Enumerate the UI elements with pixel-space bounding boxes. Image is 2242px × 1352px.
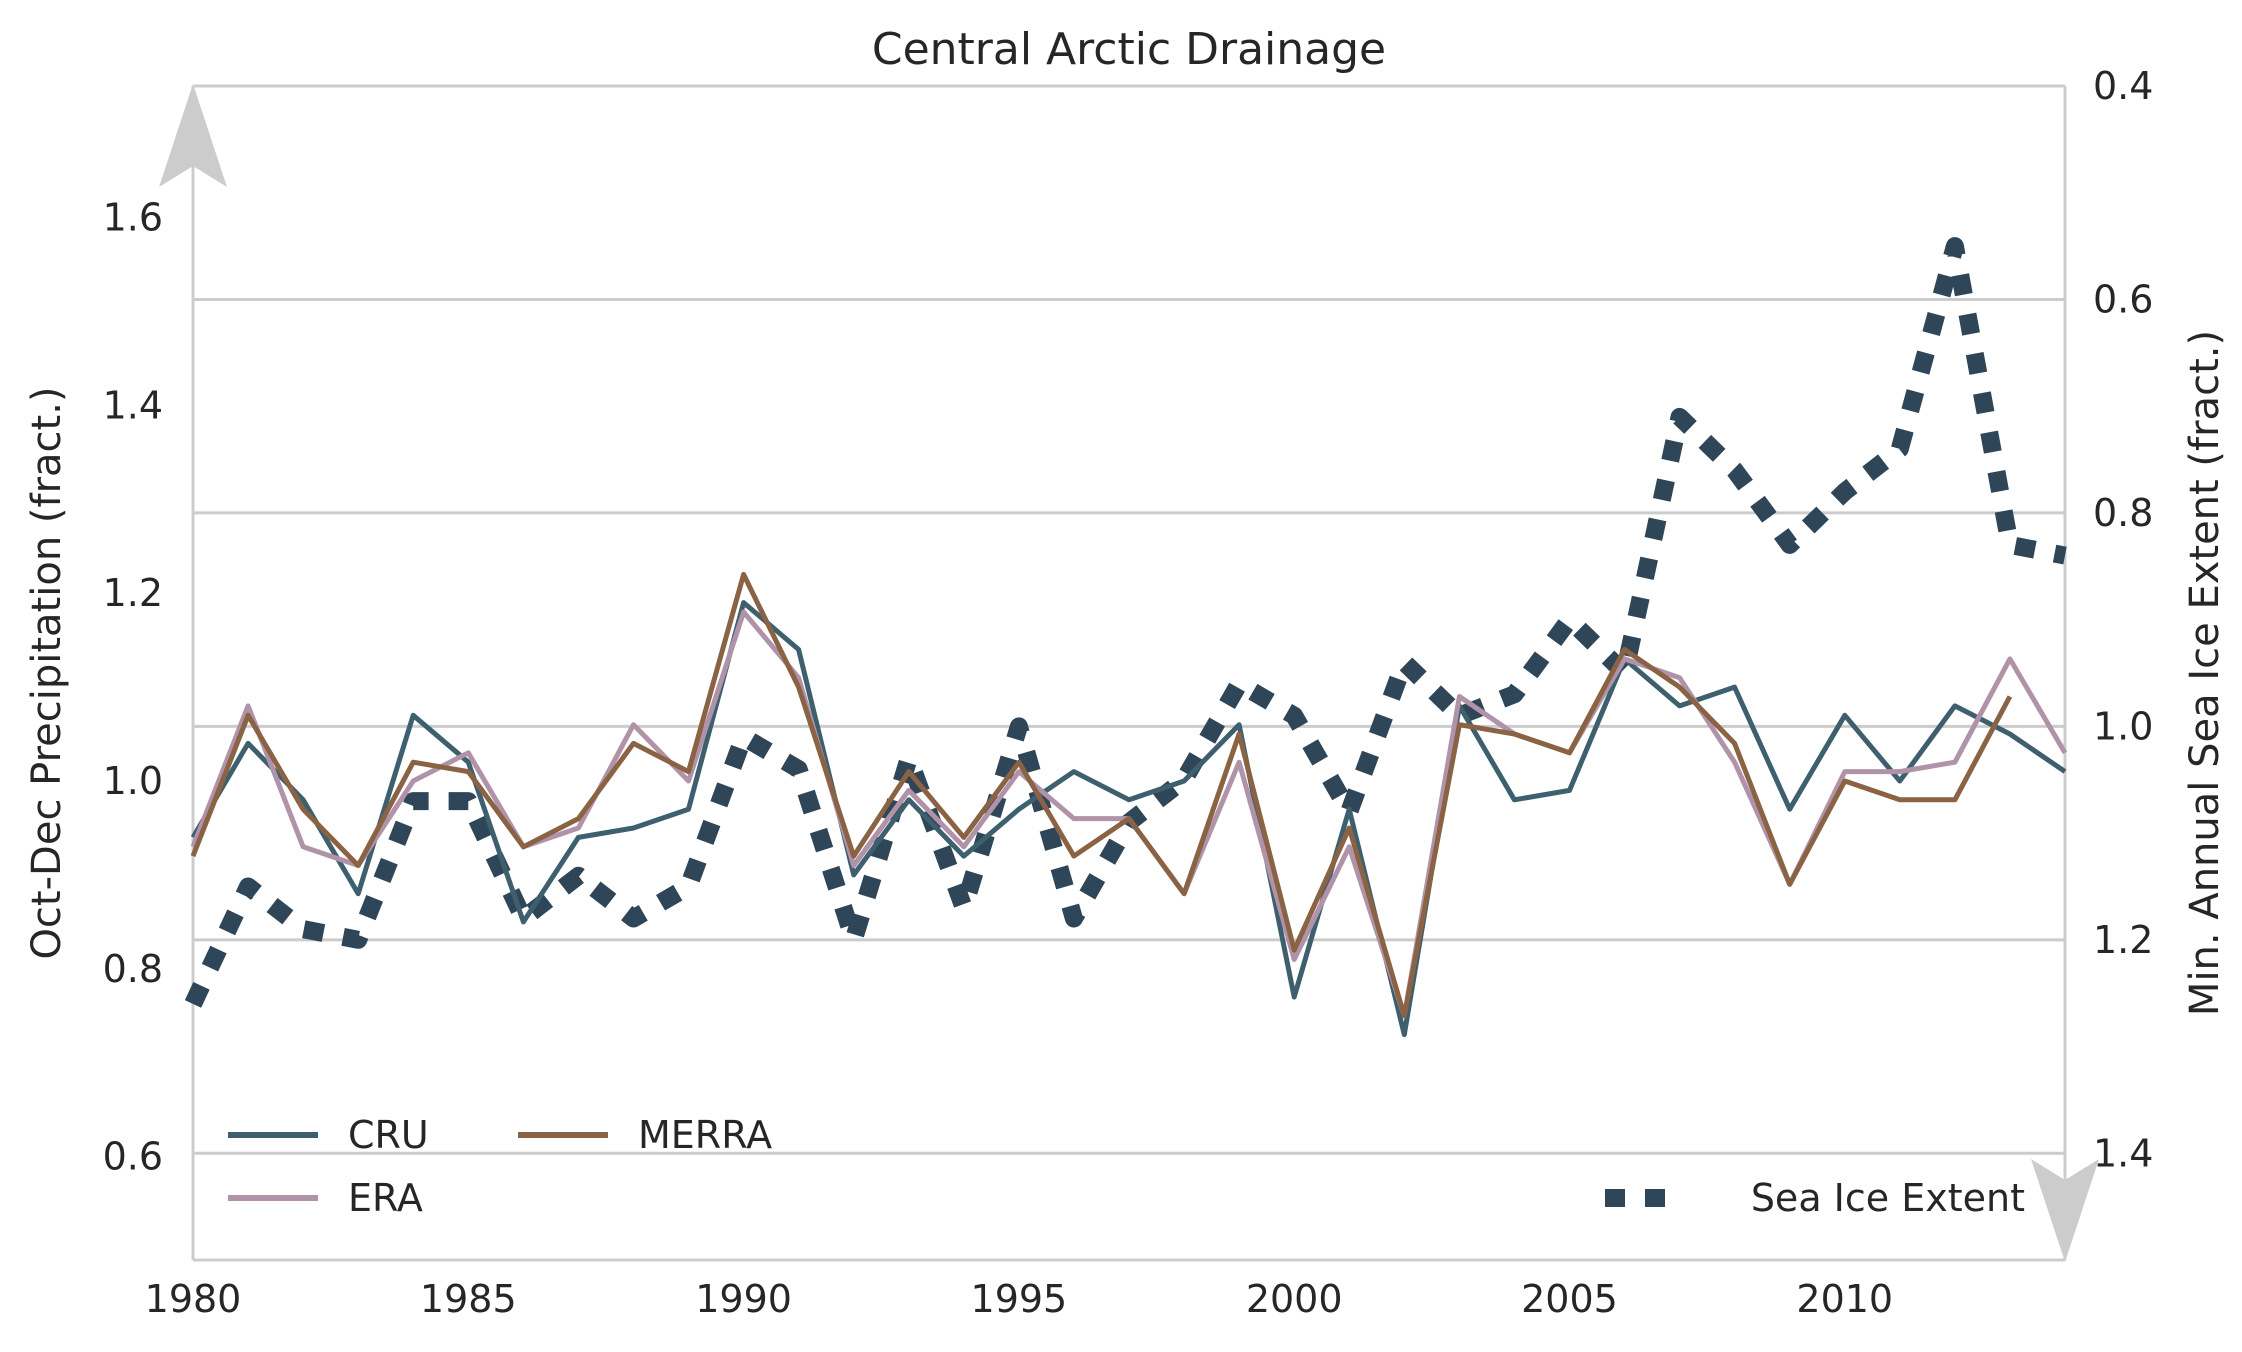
series-line-cru bbox=[190, 600, 2067, 1038]
arrow-up-icon bbox=[159, 84, 227, 187]
y2-tick-label: 1.2 bbox=[2093, 918, 2153, 962]
y-tick-label: 1.4 bbox=[103, 383, 163, 427]
y2-tick-label: 1.0 bbox=[2093, 704, 2153, 748]
x-tick-label: 2000 bbox=[1246, 1277, 1343, 1321]
y2-tick-label: 0.4 bbox=[2093, 64, 2153, 108]
series-lines bbox=[184, 237, 2068, 1038]
legend-left: CRU MERRA ERA bbox=[228, 1113, 772, 1220]
x-tick-label: 1990 bbox=[695, 1277, 792, 1321]
y2-tick-label: 0.8 bbox=[2093, 491, 2153, 535]
y-axis-label: Oct-Dec Precipitation (fract.) bbox=[24, 386, 70, 959]
legend-right: Sea Ice Extent bbox=[1605, 1176, 2025, 1220]
x-tick-label: 1995 bbox=[971, 1277, 1068, 1321]
y2-tick-label: 0.6 bbox=[2093, 277, 2153, 321]
y2-axis-label: Min. Annual Sea Ice Extent (fract.) bbox=[2182, 330, 2228, 1016]
x-tick-label: 2010 bbox=[1796, 1277, 1893, 1321]
x-tick-label: 2005 bbox=[1521, 1277, 1618, 1321]
x-tick-label: 1980 bbox=[145, 1277, 242, 1321]
plot-frame bbox=[159, 84, 2099, 1262]
legend-label-cru: CRU bbox=[348, 1113, 429, 1157]
legend-label-era: ERA bbox=[348, 1176, 423, 1220]
y-tick-label: 0.8 bbox=[103, 947, 163, 991]
y-tick-label: 0.6 bbox=[103, 1135, 163, 1179]
y-tick-label: 1.2 bbox=[103, 571, 163, 615]
tick-labels: 0.6 0.8 1.0 1.2 1.4 1.6 0.4 0.6 0.8 1.0 1.2 1.4 1980… bbox=[103, 64, 2154, 1321]
series-line-sea-ice-extent bbox=[184, 237, 2067, 1008]
series-line-merra bbox=[190, 571, 2013, 1019]
chart-title: Central Arctic Drainage bbox=[872, 24, 1386, 75]
y2-tick-label: 1.4 bbox=[2093, 1131, 2153, 1175]
y-tick-label: 1.0 bbox=[103, 759, 163, 803]
x-tick-label: 1985 bbox=[420, 1277, 517, 1321]
legend-label-merra: MERRA bbox=[638, 1113, 772, 1157]
y-tick-label: 1.6 bbox=[103, 195, 163, 239]
grid-lines bbox=[193, 297, 2065, 1155]
arrow-down-icon bbox=[2031, 1159, 2099, 1262]
legend-label-sea-ice: Sea Ice Extent bbox=[1751, 1176, 2025, 1220]
